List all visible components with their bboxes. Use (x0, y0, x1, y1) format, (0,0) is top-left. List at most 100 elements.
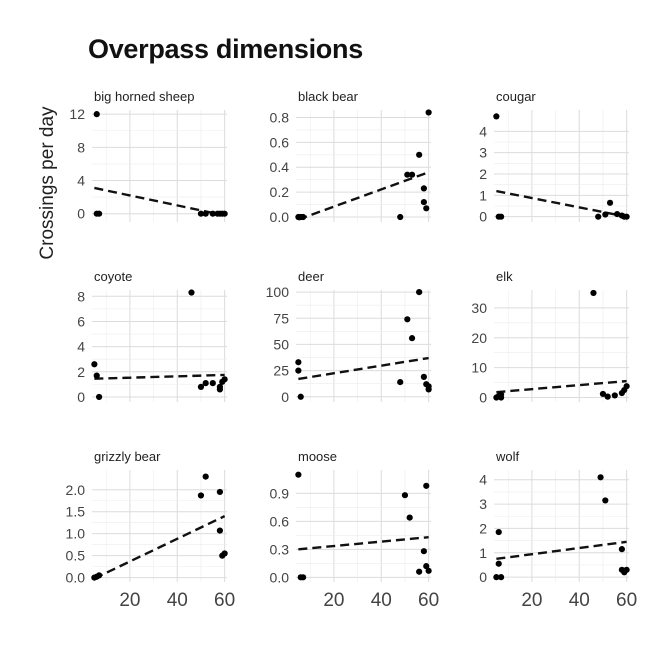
data-point (295, 367, 302, 374)
y-tick-label: 0 (479, 569, 487, 585)
y-tick-label: 0 (77, 389, 85, 405)
data-point (297, 393, 304, 400)
y-tick-label: 1 (479, 545, 487, 561)
data-point (423, 482, 430, 489)
y-tick-label: 1.5 (66, 504, 86, 520)
trend-line (94, 373, 225, 380)
data-point (209, 210, 216, 217)
data-point (406, 514, 413, 521)
panel-label: deer (298, 269, 325, 284)
data-point (300, 213, 307, 221)
data-point (416, 568, 423, 575)
y-tick-label: 0 (479, 209, 487, 225)
data-point (590, 289, 597, 297)
data-point (197, 383, 205, 390)
data-point (93, 111, 100, 118)
data-point (397, 379, 404, 386)
y-tick-label: 0.0 (270, 569, 290, 585)
x-tick-label: 40 (371, 590, 392, 611)
data-point (623, 213, 630, 220)
y-tick-label: 2.0 (66, 482, 86, 498)
y-tick-label: 2 (479, 520, 487, 536)
y-tick-label: 0.2 (270, 184, 290, 200)
data-point (597, 474, 604, 481)
y-tick-label: 1 (479, 187, 487, 203)
x-tick-label: 40 (167, 590, 188, 611)
data-point (216, 488, 223, 496)
data-point (216, 527, 223, 534)
data-point (408, 335, 416, 342)
data-point (96, 393, 103, 401)
y-tick-label: 8 (77, 139, 85, 155)
data-point (420, 373, 427, 380)
data-point (221, 210, 228, 217)
data-point (401, 492, 409, 499)
y-tick-label: 0.3 (270, 541, 290, 557)
trend-line (297, 171, 430, 221)
data-point (493, 574, 500, 581)
data-point (93, 372, 100, 379)
y-tick-label: 30 (471, 300, 487, 316)
data-point (197, 492, 205, 499)
trend-line (93, 515, 226, 580)
x-tick-label: 20 (521, 590, 542, 611)
data-point (295, 471, 302, 478)
data-point (221, 550, 228, 557)
x-tick-label: 60 (214, 590, 235, 611)
data-point (602, 497, 609, 504)
data-point (606, 199, 614, 206)
data-point (300, 574, 307, 581)
y-tick-label: 4 (479, 472, 487, 488)
data-point (209, 380, 216, 387)
y-tick-label: 0.0 (270, 209, 290, 225)
data-point (498, 213, 505, 220)
data-point (216, 383, 223, 390)
y-tick-label: 0.6 (270, 134, 290, 150)
data-point (96, 210, 103, 217)
data-point (599, 390, 607, 398)
data-point (495, 528, 502, 536)
panel-label: moose (298, 449, 337, 464)
trend-line (298, 536, 429, 551)
data-point (91, 361, 98, 368)
data-point (493, 113, 500, 120)
y-tick-label: 0.5 (66, 548, 86, 564)
data-point (604, 393, 611, 400)
y-tick-label: 0 (479, 390, 487, 406)
data-point (602, 211, 609, 218)
panel-label: coyote (94, 269, 132, 284)
data-point (420, 185, 427, 192)
panel-label: grizzly bear (94, 449, 161, 464)
data-point (221, 376, 228, 383)
data-point (188, 289, 195, 296)
y-tick-label: 4 (77, 339, 85, 355)
y-tick-label: 20 (471, 330, 487, 346)
y-tick-label: 0.0 (66, 570, 86, 586)
y-tick-label: 0 (77, 206, 85, 222)
trend-line (496, 379, 627, 394)
panel-label: wolf (495, 449, 520, 464)
data-point (425, 109, 432, 116)
data-point (202, 473, 209, 480)
y-tick-label: 0.8 (270, 109, 290, 125)
y-tick-label: 2 (77, 364, 85, 380)
y-tick-label: 50 (273, 336, 289, 352)
data-point (397, 213, 404, 221)
data-point (404, 316, 411, 323)
y-tick-label: 1.0 (66, 526, 86, 542)
panel-label: big horned sheep (94, 89, 194, 104)
x-tick-label: 40 (569, 590, 590, 611)
y-tick-label: 3 (479, 496, 487, 512)
x-tick-label: 60 (616, 590, 637, 611)
x-tick-label: 60 (418, 590, 439, 611)
y-tick-label: 0.4 (270, 159, 290, 175)
panel-label: black bear (298, 89, 359, 104)
x-tick-label: 20 (323, 590, 344, 611)
data-point (423, 563, 430, 570)
y-tick-label: 0.9 (270, 485, 290, 501)
trend-line (94, 186, 225, 217)
data-point (416, 288, 423, 296)
data-point (623, 383, 630, 390)
y-tick-label: 100 (266, 284, 290, 300)
